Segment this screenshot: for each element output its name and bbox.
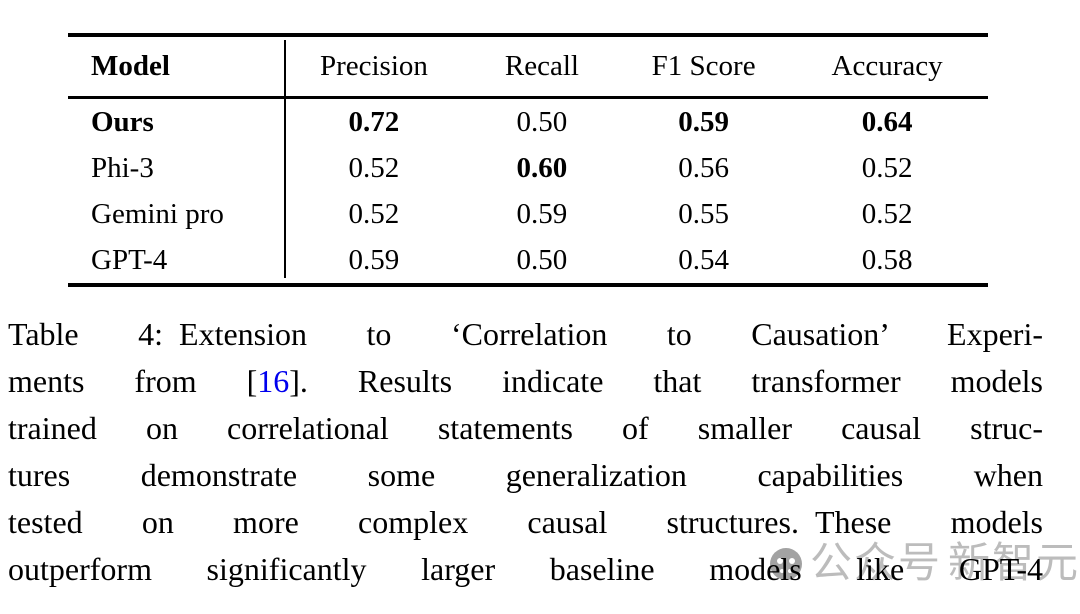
model-cell: Gemini pro xyxy=(91,197,224,230)
value-cell-precision: 0.52 xyxy=(348,197,400,230)
value-cell-accuracy: 0.52 xyxy=(861,197,913,230)
table-row-phi3: Phi-3 0.52 0.60 0.56 0.52 xyxy=(68,145,988,191)
row-data-area: 0.72 0.50 0.59 0.64 xyxy=(285,105,988,138)
column-header-model: Model xyxy=(91,50,170,82)
table-row-ours: Ours 0.72 0.50 0.59 0.64 xyxy=(68,99,988,145)
column-header-recall: Recall xyxy=(504,50,579,82)
header-data-area: Precision Recall F1 Score Accuracy xyxy=(285,52,988,81)
column-header-f1score: F1 Score xyxy=(651,50,756,82)
table-caption: Table 4: Extension to ‘Correlation to Ca… xyxy=(8,311,1043,593)
table-vertical-separator xyxy=(284,40,286,278)
value-cell-recall: 0.60 xyxy=(516,151,568,184)
caption-line-5: tested on more complex causal structures… xyxy=(8,504,1043,540)
results-table: Model Precision Recall F1 Score Accuracy… xyxy=(68,33,988,287)
row-data-area: 0.52 0.60 0.56 0.52 xyxy=(285,151,988,184)
value-cell-f1score: 0.54 xyxy=(678,243,729,276)
table-row-gpt4: GPT-4 0.59 0.50 0.54 0.58 xyxy=(68,237,988,283)
caption-line-2: ments from [16]. Results indicate that t… xyxy=(8,358,1043,405)
value-cell-f1score: 0.56 xyxy=(678,151,729,184)
value-cell-recall: 0.50 xyxy=(516,105,568,138)
table-body: Model Precision Recall F1 Score Accuracy… xyxy=(68,37,988,283)
value-cell-precision: 0.59 xyxy=(348,243,400,276)
column-header-precision: Precision xyxy=(319,50,428,82)
value-cell-accuracy: 0.64 xyxy=(861,105,913,138)
caption-line-2-pre: ments from [ xyxy=(8,363,258,399)
caption-line-1: Table 4: Extension to ‘Correlation to Ca… xyxy=(8,316,1043,352)
table-header-rule xyxy=(68,96,988,99)
value-cell-precision: 0.52 xyxy=(348,151,400,184)
column-header-accuracy: Accuracy xyxy=(831,50,943,82)
table-header-row: Model Precision Recall F1 Score Accuracy xyxy=(68,37,988,96)
value-cell-recall: 0.50 xyxy=(516,243,568,276)
value-cell-f1score: 0.55 xyxy=(678,197,729,230)
caption-line-2-post: ]. Results indicate that transformer mod… xyxy=(289,363,1043,399)
value-cell-accuracy: 0.52 xyxy=(861,151,913,184)
model-cell: Phi-3 xyxy=(91,151,154,184)
citation-link-16[interactable]: 16 xyxy=(257,363,290,399)
model-cell: GPT-4 xyxy=(91,243,168,276)
value-cell-precision: 0.72 xyxy=(348,105,400,138)
caption-line-4: tures demonstrate some generalization ca… xyxy=(8,457,1043,493)
table-row-gemini-pro: Gemini pro 0.52 0.59 0.55 0.52 xyxy=(68,191,988,237)
model-cell: Ours xyxy=(91,105,154,138)
value-cell-f1score: 0.59 xyxy=(678,105,729,138)
caption-line-6: outperform significantly larger baseline… xyxy=(8,551,1043,587)
row-data-area: 0.52 0.59 0.55 0.52 xyxy=(285,197,988,230)
caption-line-3: trained on correlational statements of s… xyxy=(8,410,1043,446)
row-data-area: 0.59 0.50 0.54 0.58 xyxy=(285,243,988,276)
table-bottom-rule xyxy=(68,283,988,287)
table-top-rule xyxy=(68,33,988,37)
value-cell-accuracy: 0.58 xyxy=(861,243,913,276)
value-cell-recall: 0.59 xyxy=(516,197,568,230)
